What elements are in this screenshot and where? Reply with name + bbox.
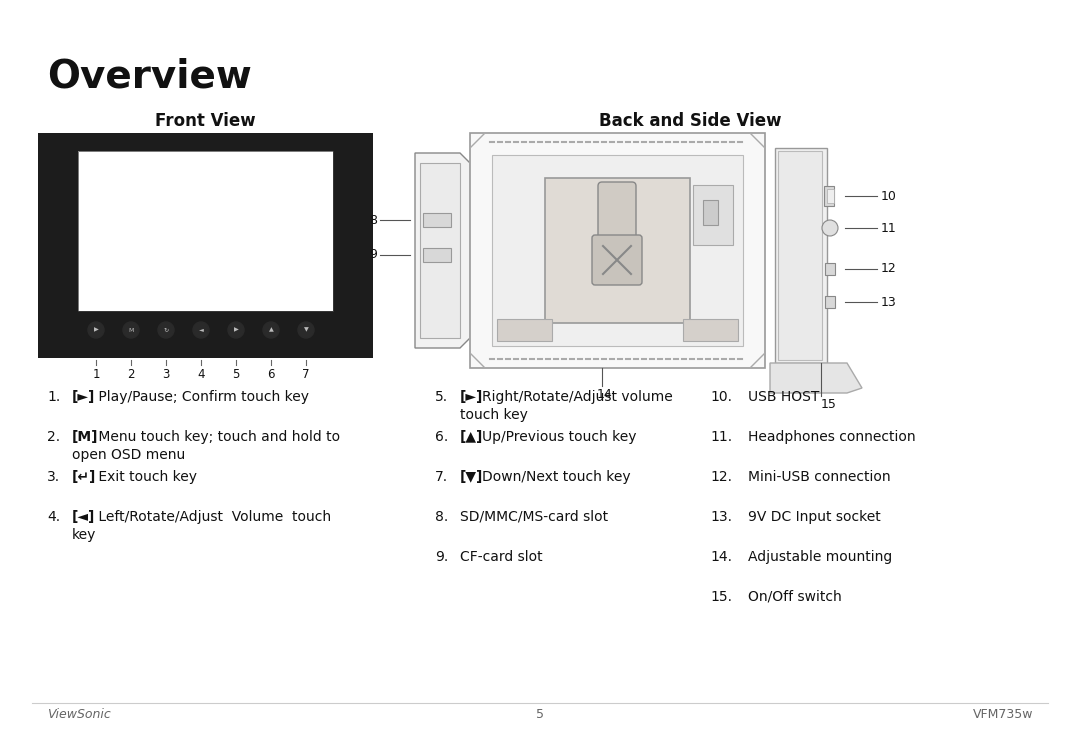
Text: [▼]: [▼] [460, 470, 484, 484]
Text: 14.: 14. [710, 550, 732, 564]
Text: 7: 7 [302, 368, 310, 381]
Bar [423, 248, 451, 262]
Text: 14: 14 [597, 388, 612, 401]
Polygon shape [415, 153, 470, 348]
Text: ↻: ↻ [163, 328, 168, 333]
Bar [825, 296, 835, 308]
Text: Adjustable mounting: Adjustable mounting [748, 550, 892, 564]
Text: USB HOST: USB HOST [748, 390, 820, 404]
Text: 8.: 8. [435, 510, 448, 524]
Text: 5.: 5. [435, 390, 448, 404]
Text: [M]: [M] [72, 430, 98, 444]
Text: 3: 3 [162, 368, 170, 381]
Bar [497, 319, 552, 341]
Text: Mini-USB connection: Mini-USB connection [748, 470, 891, 484]
Text: Right/Rotate/Adjust volume: Right/Rotate/Adjust volume [482, 390, 673, 404]
Circle shape [822, 220, 838, 236]
Bar [683, 319, 738, 341]
Text: 13.: 13. [710, 510, 732, 524]
FancyBboxPatch shape [592, 235, 642, 285]
Text: Up/Previous touch key: Up/Previous touch key [482, 430, 636, 444]
Circle shape [123, 322, 139, 338]
Text: touch key: touch key [460, 408, 528, 422]
Text: ViewSonic: ViewSonic [48, 709, 111, 721]
Text: Back and Side View: Back and Side View [598, 112, 781, 130]
Text: 8: 8 [369, 213, 377, 227]
Text: ▶: ▶ [233, 328, 239, 333]
Text: [►]: [►] [72, 390, 95, 404]
Circle shape [264, 322, 279, 338]
Text: VFM735w: VFM735w [972, 709, 1032, 721]
Text: 12.: 12. [710, 470, 732, 484]
Text: 2: 2 [127, 368, 135, 381]
Text: M: M [129, 328, 134, 333]
Text: [▲]: [▲] [460, 430, 484, 444]
Bar [775, 148, 827, 363]
Text: 3.: 3. [48, 470, 60, 484]
Bar [423, 213, 451, 227]
Text: [◄]: [◄] [72, 510, 95, 524]
Text: 9V DC Input socket: 9V DC Input socket [748, 510, 881, 524]
Text: ◄: ◄ [199, 328, 203, 333]
Bar [693, 185, 733, 245]
Text: Left/Rotate/Adjust  Volume  touch: Left/Rotate/Adjust Volume touch [94, 510, 330, 524]
Text: 4.: 4. [48, 510, 60, 524]
Text: 12: 12 [881, 262, 896, 276]
Text: 2.: 2. [48, 430, 60, 444]
Circle shape [228, 322, 244, 338]
Bar [470, 133, 765, 368]
Text: Headphones connection: Headphones connection [748, 430, 916, 444]
Text: ▲: ▲ [269, 328, 273, 333]
Text: 10.: 10. [710, 390, 732, 404]
Text: 1: 1 [92, 368, 99, 381]
Circle shape [298, 322, 314, 338]
Text: 9.: 9. [435, 550, 448, 564]
Text: On/Off switch: On/Off switch [748, 590, 841, 604]
Circle shape [193, 322, 210, 338]
Text: Overview: Overview [48, 58, 252, 96]
Text: 15: 15 [821, 398, 837, 411]
Text: 1.: 1. [48, 390, 60, 404]
Bar [703, 200, 718, 225]
Text: [►]: [►] [460, 390, 484, 404]
Bar [78, 151, 333, 311]
Bar [545, 178, 690, 323]
Text: 13: 13 [881, 296, 896, 308]
Text: 9: 9 [369, 248, 377, 262]
Bar [78, 151, 333, 311]
Text: open OSD menu: open OSD menu [72, 448, 186, 462]
Text: 4: 4 [198, 368, 205, 381]
Text: Exit touch key: Exit touch key [94, 470, 197, 484]
Text: 5: 5 [232, 368, 240, 381]
Bar [778, 151, 822, 360]
Bar [420, 163, 460, 338]
FancyBboxPatch shape [598, 182, 636, 245]
Text: ▶: ▶ [94, 328, 98, 333]
Bar [38, 133, 373, 358]
Text: Front View: Front View [154, 112, 255, 130]
Text: 10: 10 [881, 189, 896, 203]
Text: ▼: ▼ [303, 328, 309, 333]
Bar [824, 186, 834, 206]
Text: 5: 5 [536, 709, 544, 721]
Text: 15.: 15. [710, 590, 732, 604]
Circle shape [87, 322, 104, 338]
Text: Down/Next touch key: Down/Next touch key [482, 470, 631, 484]
Bar [827, 189, 834, 203]
Polygon shape [770, 363, 862, 393]
Text: Play/Pause; Confirm touch key: Play/Pause; Confirm touch key [94, 390, 309, 404]
Text: SD/MMC/MS-card slot: SD/MMC/MS-card slot [460, 510, 608, 524]
Text: [↵]: [↵] [72, 470, 96, 484]
Text: 7.: 7. [435, 470, 448, 484]
Bar [492, 155, 743, 346]
Text: CF-card slot: CF-card slot [460, 550, 542, 564]
Bar [825, 263, 835, 275]
Text: key: key [72, 528, 96, 542]
Text: 11.: 11. [710, 430, 732, 444]
Text: Menu touch key; touch and hold to: Menu touch key; touch and hold to [94, 430, 340, 444]
Text: 6: 6 [267, 368, 274, 381]
Circle shape [158, 322, 174, 338]
Text: 6.: 6. [435, 430, 448, 444]
Text: 11: 11 [881, 221, 896, 235]
